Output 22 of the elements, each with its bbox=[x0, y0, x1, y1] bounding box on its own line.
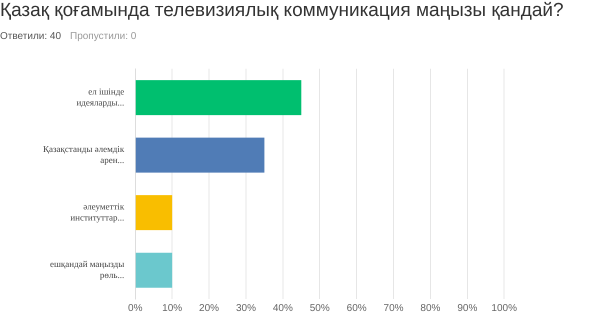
x-tick-label: 100% bbox=[491, 302, 518, 314]
x-tick-label: 80% bbox=[420, 302, 441, 314]
bar bbox=[136, 80, 302, 116]
bar bbox=[136, 195, 172, 230]
bar bbox=[136, 138, 264, 173]
chart-title: Қазақ қоғамында телевизиялық коммуникация маңызы қандай? bbox=[0, 0, 564, 22]
x-tick-label: 20% bbox=[199, 302, 220, 314]
x-tick-label: 10% bbox=[162, 302, 182, 314]
y-tick-label: әлеуметтік институттар... bbox=[70, 202, 125, 222]
x-tick-label: 0% bbox=[128, 302, 143, 314]
x-tick-label: 30% bbox=[236, 302, 256, 314]
x-tick-label: 60% bbox=[346, 302, 367, 314]
x-tick-label: 40% bbox=[272, 302, 293, 314]
y-tick-label: Қазақстанды әлемдік арен... bbox=[42, 144, 125, 165]
bar bbox=[136, 252, 172, 288]
y-tick-label: ешқандай маңызды рөль... bbox=[50, 259, 124, 280]
x-tick-label: 90% bbox=[457, 302, 478, 314]
text: Пропустили: 0 bbox=[70, 31, 136, 42]
x-tick-label: 50% bbox=[310, 302, 330, 314]
y-tick-label: ел ішінде идеяларды... bbox=[76, 86, 124, 108]
x-tick-label: 70% bbox=[384, 302, 404, 314]
text: Ответили: 40 bbox=[0, 31, 62, 42]
